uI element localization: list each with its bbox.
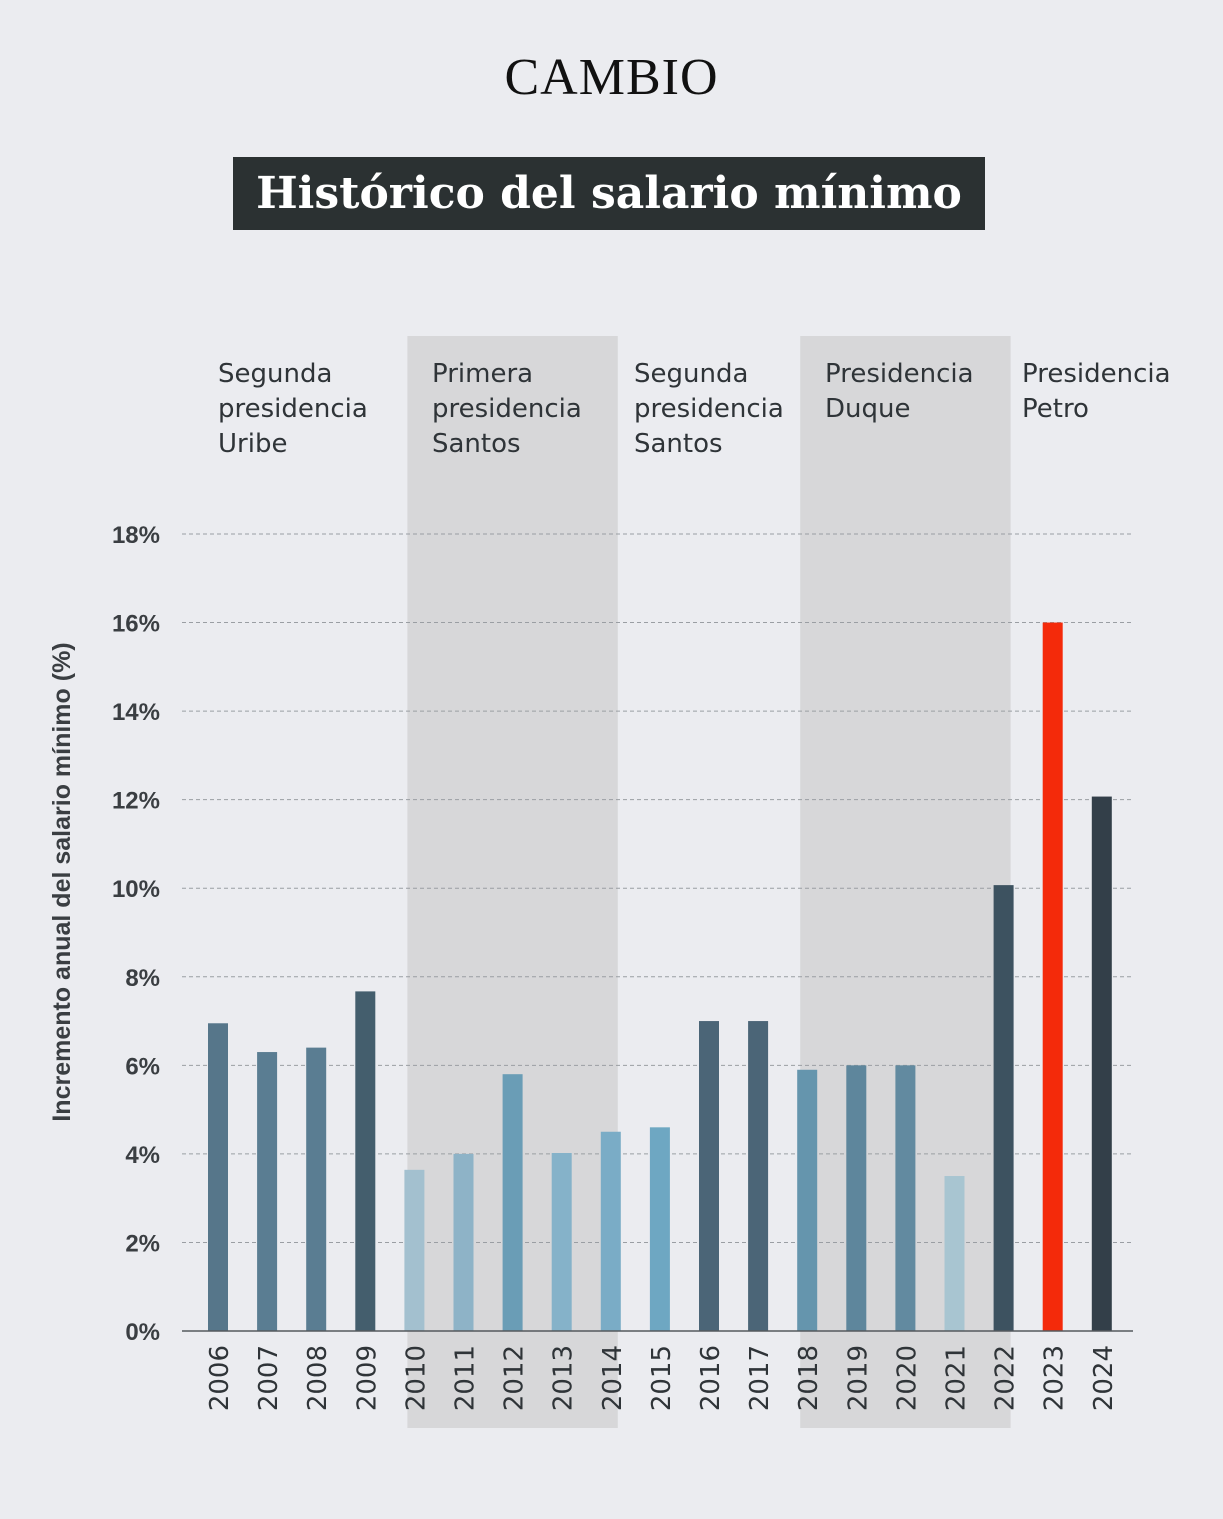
period-label-line: Segunda <box>218 359 332 389</box>
x-tick-label: 2021 <box>942 1345 972 1411</box>
y-tick-label: 2% <box>125 1230 160 1257</box>
period-label-line: presidencia <box>432 394 582 424</box>
bars <box>208 622 1112 1331</box>
x-tick-label: 2012 <box>500 1345 530 1411</box>
y-tick-label: 10% <box>112 876 160 903</box>
y-tick-label: 6% <box>125 1053 160 1080</box>
x-tick-label: 2020 <box>892 1345 922 1411</box>
y-tick-label: 8% <box>125 965 160 992</box>
y-gridlines: 0% 2% 4% 6% 8% 10% 12% 14% 16% 18% <box>112 522 1133 1346</box>
y-tick-label: 14% <box>112 699 160 726</box>
x-tick-label: 2011 <box>451 1345 481 1411</box>
y-tick-label: 12% <box>112 788 160 815</box>
y-axis-title: Incremento anual del salario mínimo (%) <box>48 642 76 1121</box>
x-tick-label: 2024 <box>1089 1345 1119 1411</box>
bar-2014 <box>600 1131 621 1331</box>
x-tick-labels: 2006 2007 2008 2009 2010 2011 2012 2013 2014 2015… <box>205 1345 1119 1411</box>
bar-2011 <box>453 1153 474 1331</box>
period-labels: Segunda presidencia Uribe Primera presidenci… <box>218 359 1171 459</box>
y-tick-label: 4% <box>125 1142 160 1169</box>
x-tick-label: 2022 <box>991 1345 1021 1411</box>
bar-2012 <box>502 1074 523 1331</box>
x-tick-label: 2015 <box>647 1345 677 1411</box>
period-label-line: Santos <box>634 429 723 459</box>
bar-2009 <box>355 991 376 1331</box>
bar-2013 <box>551 1153 572 1331</box>
bar-2023 <box>1042 622 1063 1331</box>
bar-2020 <box>895 1065 916 1331</box>
chart-title-box: Histórico del salario mínimo <box>233 157 985 230</box>
chart-title: Histórico del salario mínimo <box>256 168 962 219</box>
period-label: Presidencia Petro <box>1022 359 1171 424</box>
x-tick-label: 2008 <box>303 1345 333 1411</box>
bar-2019 <box>846 1065 867 1331</box>
bar-2007 <box>257 1052 278 1331</box>
period-label: Segunda presidencia Santos <box>634 359 784 459</box>
bar-2016 <box>699 1021 719 1331</box>
bar-2024 <box>1091 796 1112 1331</box>
x-tick-label: 2014 <box>598 1345 628 1411</box>
bar-2010 <box>404 1169 425 1331</box>
x-tick-label: 2010 <box>401 1345 431 1411</box>
y-tick-label: 16% <box>112 611 160 638</box>
period-label: Primera presidencia Santos <box>432 359 582 459</box>
period-label-line: Duque <box>825 394 910 424</box>
x-tick-label: 2006 <box>205 1345 235 1411</box>
x-tick-label: 2023 <box>1040 1345 1070 1411</box>
bar-2021 <box>944 1176 965 1331</box>
period-label-line: Uribe <box>218 429 287 459</box>
x-tick-label: 2018 <box>794 1345 824 1411</box>
period-label: Presidencia Duque <box>825 359 974 424</box>
bar-2008 <box>306 1047 327 1331</box>
period-label-line: Presidencia <box>825 359 974 389</box>
x-tick-label: 2019 <box>843 1345 873 1411</box>
period-label-line: presidencia <box>218 394 368 424</box>
period-label: Segunda presidencia Uribe <box>218 359 368 459</box>
bar-2006 <box>208 1023 228 1331</box>
period-label-line: Segunda <box>634 359 748 389</box>
x-tick-label: 2009 <box>352 1345 382 1411</box>
brand-logo: CAMBIO <box>504 49 719 106</box>
x-tick-label: 2017 <box>745 1345 775 1411</box>
period-label-line: Petro <box>1022 394 1089 424</box>
bar-2018 <box>797 1069 818 1331</box>
period-label-line: Primera <box>432 359 533 389</box>
x-tick-label: 2013 <box>549 1345 579 1411</box>
bar-2015 <box>649 1127 670 1331</box>
period-label-line: Presidencia <box>1022 359 1171 389</box>
bar-2017 <box>748 1021 769 1331</box>
y-tick-label: 18% <box>112 522 160 549</box>
x-tick-label: 2007 <box>254 1345 284 1411</box>
y-tick-label: 0% <box>125 1319 160 1346</box>
bar-2022 <box>993 885 1014 1331</box>
period-label-line: presidencia <box>634 394 784 424</box>
x-tick-label: 2016 <box>696 1345 726 1411</box>
period-label-line: Santos <box>432 429 521 459</box>
